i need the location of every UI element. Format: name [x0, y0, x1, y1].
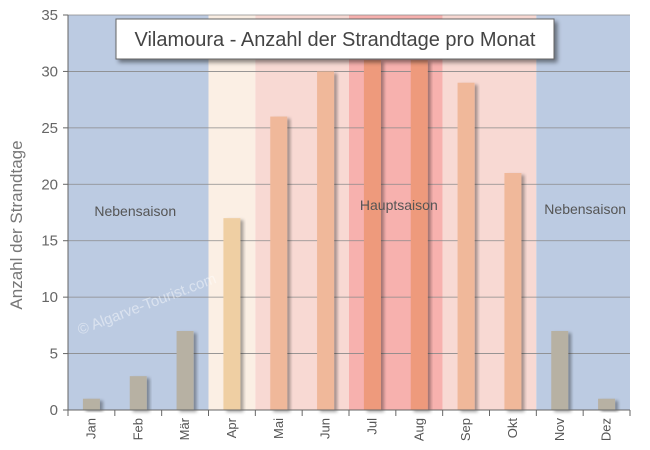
x-tick-label: Mär — [177, 417, 192, 440]
x-tick-label: Jan — [83, 418, 98, 439]
bar-Apr — [223, 218, 241, 410]
x-tick-label: Apr — [224, 417, 239, 438]
y-tick-label: 20 — [41, 176, 58, 193]
y-axis-title: Anzahl der Strandtage — [7, 140, 26, 309]
bar-Feb — [129, 376, 147, 410]
season-band — [442, 15, 537, 410]
x-tick-label: Jun — [318, 418, 333, 439]
bar-Jun — [317, 71, 335, 410]
bar-Mär — [176, 331, 194, 410]
x-tick-label: Dez — [599, 418, 614, 441]
axes — [63, 14, 631, 416]
y-tick-label: 30 — [41, 63, 58, 80]
bar-Jan — [82, 398, 100, 410]
x-tick-label: Aug — [411, 418, 426, 441]
season-band — [255, 15, 349, 410]
y-tick-label: 25 — [41, 120, 58, 137]
y-tick-labels: 0 5 10 15 20 25 30 35 — [41, 7, 58, 419]
bar-Jul — [363, 60, 381, 411]
x-tick-label: Mai — [271, 418, 286, 439]
y-tick-label: 10 — [41, 289, 58, 306]
x-tick-label: Feb — [130, 418, 145, 440]
y-tick-label: 15 — [41, 233, 58, 250]
bar-Mai — [270, 116, 288, 411]
bar-Nov — [551, 331, 569, 410]
x-tick-label: Jul — [364, 418, 379, 435]
season-label-left: Nebensaison — [94, 203, 176, 219]
grid-lines — [68, 14, 630, 354]
x-tick-label: Okt — [505, 418, 520, 439]
x-tick-label: Sep — [458, 418, 473, 441]
title-box: Vilamoura - Anzahl der Strandtage pro Mo… — [115, 18, 555, 60]
y-tick-label: 0 — [50, 402, 58, 419]
x-tick-label: Nov — [552, 418, 567, 442]
bars — [82, 60, 616, 411]
bar-Dez — [598, 398, 616, 410]
season-annotations: Nebensaison Hauptsaison Nebensaison — [94, 197, 626, 219]
y-tick-label: 5 — [50, 346, 58, 363]
bar-Okt — [504, 173, 522, 410]
y-tick-label: 35 — [41, 7, 58, 24]
bar-Aug — [410, 60, 428, 411]
season-label-right: Nebensaison — [544, 201, 626, 217]
x-tick-labels: Jan Feb Mär Apr Mai Jun Jul Aug Sep Okt Nov Dez — [83, 417, 613, 441]
season-label-center: Hauptsaison — [360, 197, 438, 213]
chart-title: Vilamoura - Anzahl der Strandtage pro Mo… — [135, 29, 536, 51]
bar-Sep — [457, 82, 475, 410]
